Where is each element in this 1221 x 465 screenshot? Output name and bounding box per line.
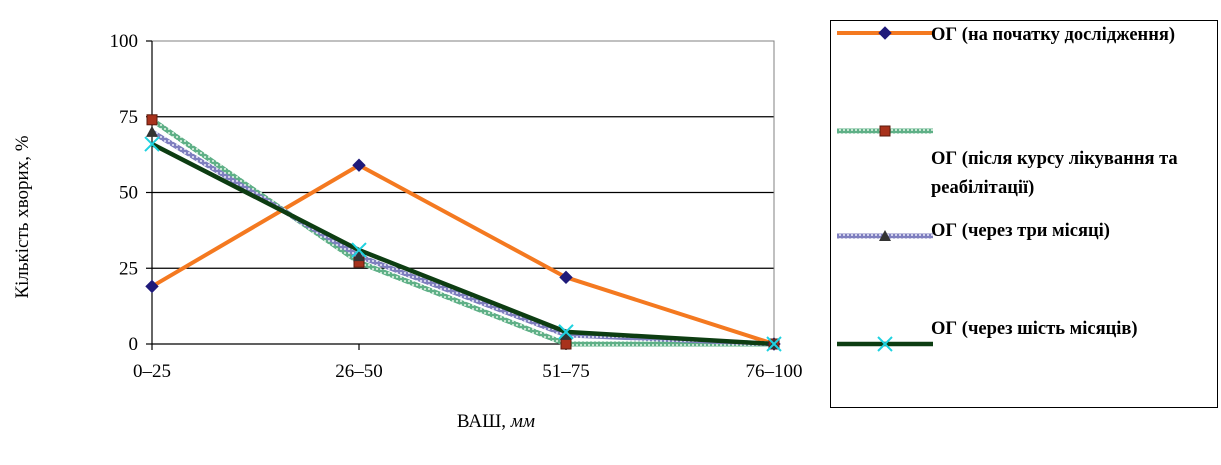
series-1-marker [352,158,366,172]
series-4-marker [766,336,782,352]
series-4-marker [558,324,574,340]
y-tick-label: 50 [119,183,138,204]
series-3-marker [353,250,365,262]
series-line-2 [150,117,774,347]
legend-swatch-marker [877,336,893,352]
y-tick-label: 25 [119,258,138,279]
legend-label: ОГ (через шість місяців) [931,319,1138,339]
x-tick-label: 51–75 [542,361,590,382]
legend-swatch [837,336,933,352]
series-2-marker [560,338,572,350]
legend-swatch-marker [879,230,891,241]
line-chart: 0 25 50 75 100 0–25 26–50 51–75 76–100 Кількість… [12,31,803,432]
series-3-marker [146,125,158,137]
x-axis-title-text: ВАШ, [457,411,506,432]
x-axis-title-unit: мм [510,411,535,432]
x-tick-label: 76–100 [746,361,803,382]
series-2-marker [146,114,158,126]
series-lines [150,117,775,347]
y-tick-label: 75 [119,107,138,128]
series-3-marker [560,328,572,340]
x-tick-label: 26–50 [335,361,383,382]
series-line-1 [150,163,775,346]
y-tick-label: 0 [129,334,139,355]
y-axis-title: Кількість хворих, % [12,135,33,298]
legend-swatch [837,26,933,40]
tick-labels: 0 25 50 75 100 0–25 26–50 51–75 76–100 [110,31,803,382]
legend-label: ОГ (через три місяці) [931,221,1110,241]
legend: ОГ (на початку дослідження) ОГ (після кур… [830,20,1218,408]
x-tick-label: 0–25 [133,361,171,382]
series-1-marker [559,270,573,285]
legend-swatch [837,230,933,241]
legend-swatch-marker [878,26,892,40]
legend-label: ОГ (після курсу лікування та реабілітаці… [931,149,1178,198]
series-1-marker [145,279,159,294]
x-axis-title: ВАШ, мм [457,411,535,432]
series-markers [144,114,782,352]
series-4-marker [351,242,367,258]
legend-swatch [837,125,933,137]
legend-label: ОГ (на початку дослідження) [931,25,1176,45]
legend-swatch-marker [879,125,891,137]
series-line-4 [150,142,775,347]
series-4-marker [144,136,160,152]
y-tick-label: 100 [110,31,139,52]
